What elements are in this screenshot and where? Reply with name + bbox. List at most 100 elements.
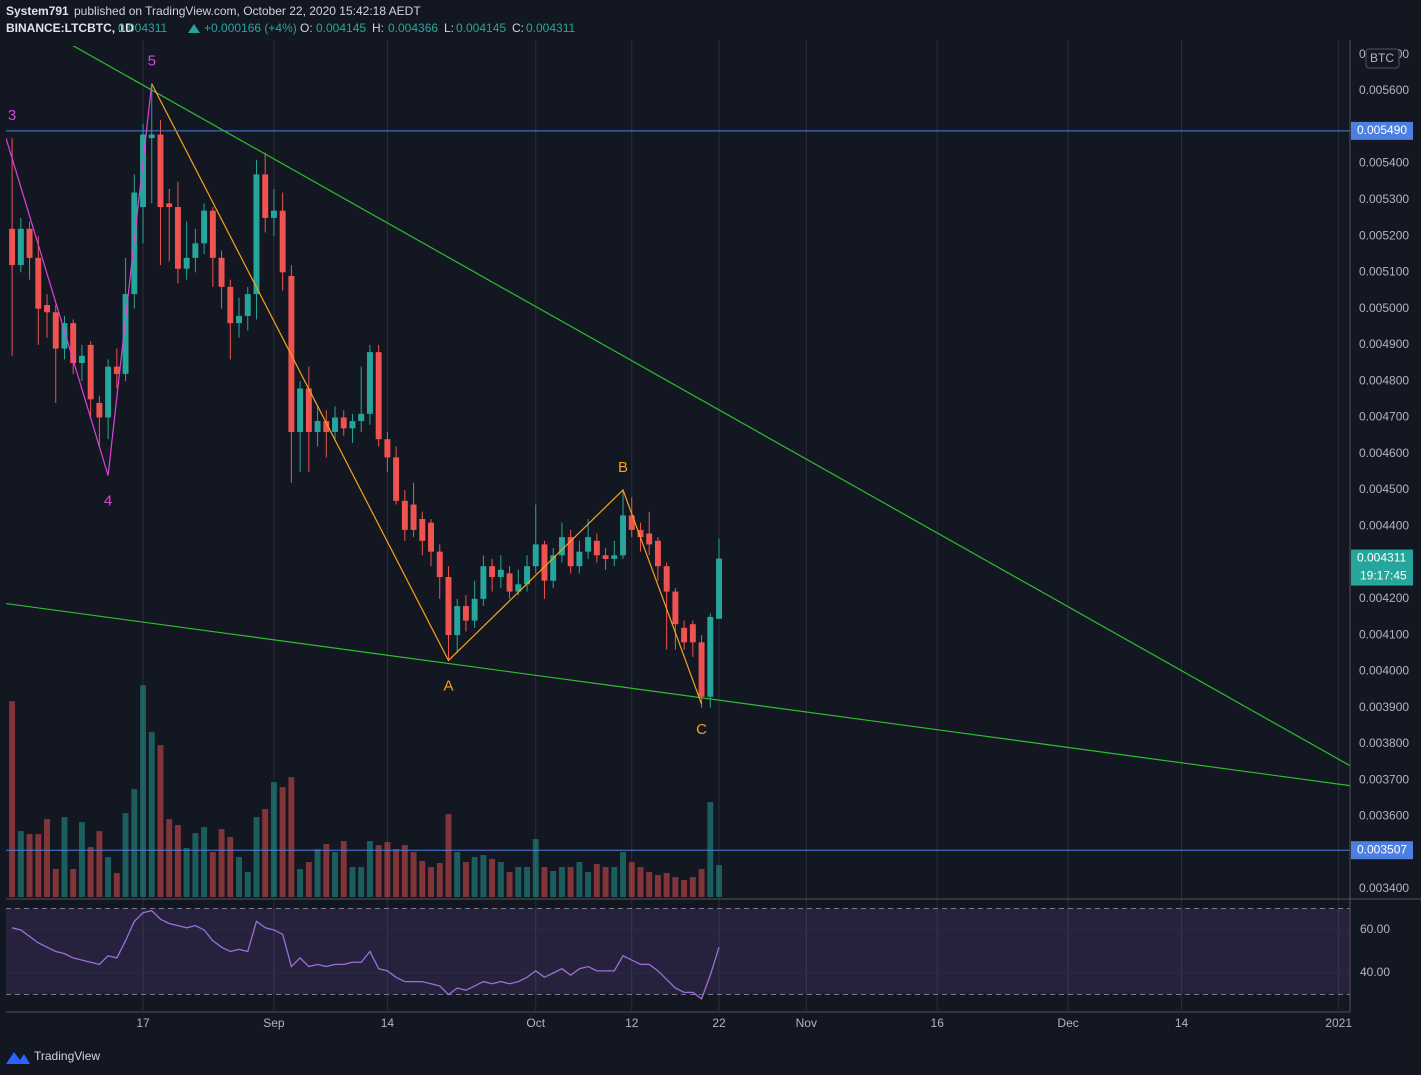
x-tick-label: 12 (625, 1016, 639, 1030)
candle-body (279, 210, 286, 273)
wave-label: 5 (148, 53, 156, 70)
y-tick-label: 0.004100 (1359, 627, 1409, 641)
candle-body (489, 566, 496, 578)
volume-bar (375, 845, 382, 897)
candle-body (602, 555, 609, 559)
y-tick-label: 0.003600 (1359, 809, 1409, 823)
low-value: 0.004145 (456, 21, 506, 35)
candle-body (393, 457, 400, 501)
volume-bar (358, 867, 365, 897)
price-tag (1351, 841, 1413, 860)
y-tick-label: 0.005600 (1359, 83, 1409, 97)
candle-body (201, 210, 208, 244)
volume-bar (96, 831, 103, 897)
candle-body (17, 228, 24, 266)
volume-bar (140, 685, 146, 897)
volume-bar (393, 849, 400, 897)
candle-body (532, 544, 539, 567)
volume-bar (262, 809, 269, 897)
ohlc-label: H: (372, 21, 384, 35)
volume-bar (26, 834, 33, 897)
candle-body (707, 616, 714, 697)
trend-line (72, 46, 1350, 767)
volume-bar (227, 837, 234, 897)
volume-bar (288, 777, 295, 897)
candle-body (698, 642, 705, 697)
candle-body (270, 210, 277, 218)
candle-body (654, 540, 661, 567)
candle-body (332, 417, 338, 432)
candle-body (628, 515, 635, 530)
x-tick-label: 17 (136, 1016, 150, 1030)
x-tick-label: Nov (796, 1016, 817, 1030)
volume-bar (646, 872, 653, 897)
volume-bar (707, 802, 714, 897)
candle-body (140, 134, 146, 208)
x-tick-label: Oct (526, 1016, 545, 1030)
candle-body (244, 294, 251, 316)
volume-bar (332, 852, 338, 897)
wave-label: 3 (8, 107, 16, 124)
candle-body (436, 551, 443, 578)
candle-body (349, 421, 356, 429)
candle-body (157, 134, 164, 208)
candle-body (620, 515, 626, 556)
volume-bar (576, 862, 583, 897)
wave-label: B (618, 459, 628, 476)
candle-body (497, 569, 504, 578)
candle-body (419, 519, 426, 541)
trend-line (151, 83, 703, 705)
volume-bar (410, 852, 417, 897)
y-tick-label: 0.004200 (1359, 591, 1409, 605)
volume-bar (236, 857, 242, 897)
candle-body (323, 421, 330, 432)
candle-body (148, 134, 155, 139)
close-value: 0.004311 (526, 21, 575, 35)
candle-body (558, 537, 565, 556)
volume-bar (620, 852, 626, 897)
candle-body (454, 606, 461, 636)
candle-body (358, 413, 365, 422)
candle-body (550, 555, 557, 581)
candle-body (314, 421, 321, 432)
volume-bar (384, 842, 391, 897)
volume-bar (52, 869, 59, 897)
candle-body (637, 529, 644, 538)
candle-body (593, 540, 600, 556)
volume-bar (244, 872, 251, 897)
candle-body (183, 257, 190, 269)
y-tick-label: 0.005100 (1359, 265, 1409, 279)
candle-body (174, 207, 181, 269)
candle-body (253, 174, 260, 295)
volume-bar (532, 839, 539, 897)
candle-body (480, 566, 487, 599)
volume-bar (9, 701, 16, 897)
candle-body (9, 228, 16, 266)
candle-body (410, 504, 417, 530)
candle-body (524, 566, 530, 585)
candle-body (689, 624, 696, 643)
volume-bar (506, 872, 513, 897)
candle-body (166, 203, 173, 208)
candle-body (105, 366, 112, 418)
volume-bar (70, 869, 77, 897)
volume-bar (436, 863, 443, 897)
y-tick-label: 0.005000 (1359, 301, 1409, 315)
wave-label: A (443, 677, 453, 694)
currency-box (1365, 48, 1400, 69)
currency: BTC (1370, 51, 1394, 65)
logo-shape (6, 1052, 30, 1064)
candle-body (35, 257, 42, 309)
volume-bar (209, 852, 216, 897)
volume-bar (471, 857, 478, 897)
open-value: 0.004145 (316, 21, 366, 35)
candle-body (428, 522, 434, 552)
candle-body (227, 286, 234, 324)
volume-bar (253, 817, 260, 897)
candle-body (262, 174, 269, 218)
volume-bar (166, 819, 173, 897)
y-tick-label: 0.004800 (1359, 373, 1409, 387)
candle-body (646, 533, 653, 545)
volume-bar (183, 848, 190, 897)
volume-bar (681, 880, 688, 897)
